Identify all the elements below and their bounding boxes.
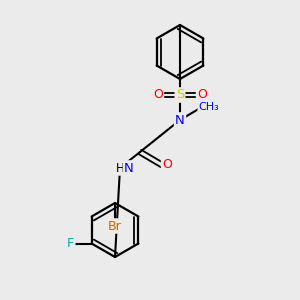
Text: O: O [153, 88, 163, 101]
Text: F: F [67, 237, 74, 250]
Text: CH₃: CH₃ [199, 102, 219, 112]
Text: O: O [197, 88, 207, 101]
Text: Br: Br [108, 220, 122, 232]
Text: S: S [176, 88, 184, 101]
Text: N: N [124, 161, 134, 175]
Text: O: O [162, 158, 172, 172]
Text: N: N [175, 113, 185, 127]
Text: H: H [116, 161, 124, 175]
